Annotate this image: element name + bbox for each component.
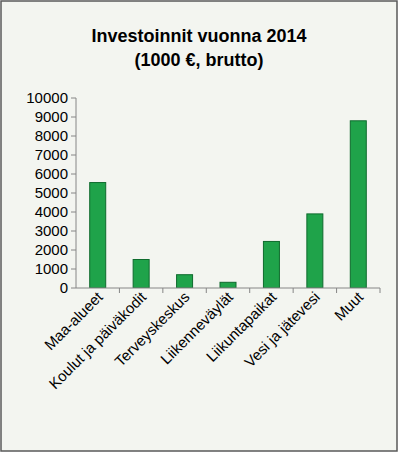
x-tick-label: Liikenneväylät bbox=[157, 288, 237, 368]
y-tick-label: 10000 bbox=[26, 89, 68, 106]
chart: Investoinnit vuonna 2014 (1000 €, brutto)… bbox=[0, 0, 398, 452]
chart-root: Investoinnit vuonna 2014 (1000 €, brutto)… bbox=[0, 0, 398, 452]
x-tick bbox=[162, 288, 163, 293]
y-tick bbox=[71, 288, 76, 289]
bar bbox=[220, 282, 236, 288]
y-tick bbox=[71, 98, 76, 99]
y-tick-label: 3000 bbox=[35, 222, 68, 239]
x-tick-label: Terveyskeskus bbox=[111, 288, 193, 370]
y-tick bbox=[71, 193, 76, 194]
bar bbox=[90, 183, 106, 288]
x-tick bbox=[380, 288, 381, 293]
y-tick-label: 5000 bbox=[35, 184, 68, 201]
y-tick-label: 2000 bbox=[35, 241, 68, 258]
bar bbox=[133, 260, 149, 289]
y-tick bbox=[71, 269, 76, 270]
y-tick bbox=[71, 231, 76, 232]
subtitle: (1000 €, brutto) bbox=[134, 50, 263, 70]
bar bbox=[177, 275, 193, 288]
y-tick-label: 4000 bbox=[35, 203, 68, 220]
x-tick-label: Vesi ja jätevesi bbox=[241, 288, 323, 370]
x-tick bbox=[293, 288, 294, 293]
bars bbox=[90, 121, 367, 288]
bar bbox=[307, 214, 323, 288]
x-tick bbox=[249, 288, 250, 293]
x-tick-label: Muut bbox=[331, 288, 367, 324]
y-tick-label: 9000 bbox=[35, 108, 68, 125]
y-tick bbox=[71, 136, 76, 137]
y-tick-label: 8000 bbox=[35, 127, 68, 144]
x-tick bbox=[206, 288, 207, 293]
background bbox=[1, 1, 397, 451]
y-tick bbox=[71, 117, 76, 118]
y-tick bbox=[71, 250, 76, 251]
title: Investoinnit vuonna 2014 bbox=[91, 26, 306, 46]
y-tick-label: 7000 bbox=[35, 146, 68, 163]
x-tick bbox=[119, 288, 120, 293]
x-tick bbox=[336, 288, 337, 293]
y-tick bbox=[71, 174, 76, 175]
x-axis bbox=[76, 288, 380, 289]
y-tick-label: 0 bbox=[60, 279, 68, 296]
bar bbox=[350, 121, 366, 288]
y-tick bbox=[71, 212, 76, 213]
y-tick-label: 1000 bbox=[35, 260, 68, 277]
bar bbox=[263, 241, 279, 288]
y-tick-label: 6000 bbox=[35, 165, 68, 182]
y-tick bbox=[71, 155, 76, 156]
